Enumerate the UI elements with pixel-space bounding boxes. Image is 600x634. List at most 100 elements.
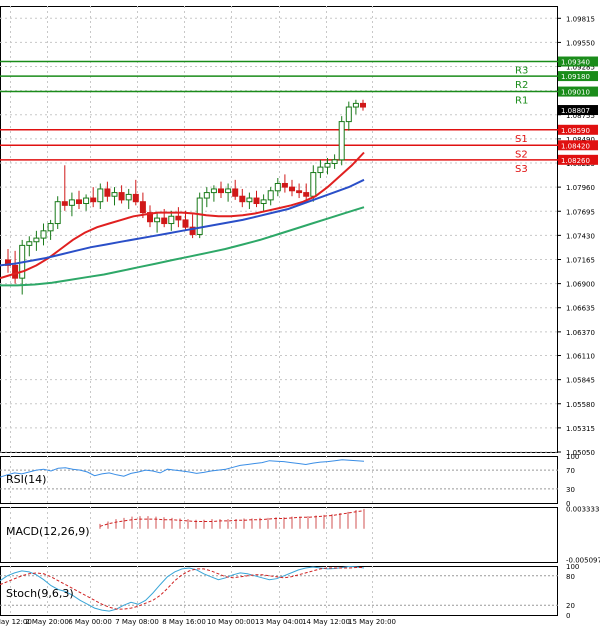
candle-body: [111, 192, 118, 197]
candle-body: [338, 121, 345, 161]
x-tick-label: 7 May 08:00: [115, 618, 159, 626]
support-label-s3: S3: [515, 164, 528, 175]
y-tick-label: 1.06900: [566, 281, 595, 289]
candle: [68, 192, 75, 217]
support-price-label: 1.08260: [561, 157, 590, 165]
candle-body: [26, 241, 33, 246]
candle-body: [360, 102, 366, 108]
candle-body: [253, 197, 260, 205]
resistance-label-r2: R2: [515, 80, 528, 91]
resistance-price-label: 1.09340: [561, 59, 590, 67]
candle-body: [33, 237, 40, 243]
candle: [104, 181, 111, 202]
candle: [267, 187, 274, 206]
y-tick-label: 1.06110: [566, 353, 595, 361]
x-tick-label: 13 May 04:00: [255, 618, 303, 626]
resistance-price-tag: [558, 56, 598, 67]
candle-body: [76, 199, 82, 205]
candle: [260, 194, 267, 211]
candle: [168, 210, 175, 231]
y-tick-label: 1.08755: [566, 112, 595, 120]
resistance-price-tag: [558, 86, 598, 97]
candle: [189, 214, 196, 239]
y-tick-label: 1.09815: [566, 15, 595, 23]
candle: [83, 194, 90, 211]
candle: [352, 99, 359, 115]
x-tick-label: 8 May 16:00: [162, 618, 206, 626]
x-axis: 1 May 12:002 May 20:006 May 00:007 May 0…: [0, 618, 396, 626]
x-tick-label: 14 May 12:00: [302, 618, 350, 626]
y-tick-label: 0: [566, 612, 570, 620]
y-tick-label: 1.07430: [566, 232, 595, 240]
y-tick-label: 1.06635: [566, 305, 595, 313]
candle-body: [68, 199, 75, 206]
candle-body: [246, 197, 253, 203]
candle: [289, 179, 295, 197]
candle-body: [161, 217, 168, 225]
candle: [132, 179, 139, 206]
price-y-axis: 1.098151.095501.092851.090201.087551.084…: [558, 15, 595, 457]
rsi-label: RSI(14): [6, 473, 46, 486]
candle: [281, 174, 288, 193]
x-tick-label: 10 May 00:00: [207, 618, 255, 626]
candle-body: [61, 201, 68, 206]
candle-body: [118, 192, 125, 201]
candle-body: [47, 223, 54, 232]
y-tick-label: 100: [566, 453, 579, 461]
candle: [296, 183, 303, 199]
support-price-label: 1.08420: [561, 142, 590, 150]
candle-body: [218, 188, 224, 194]
y-tick-label: 1.07165: [566, 256, 595, 264]
candle: [331, 154, 338, 169]
support-price-label: 1.08590: [561, 127, 590, 135]
candle: [97, 183, 104, 209]
macd-label: MACD(12,26,9): [6, 525, 90, 538]
support-label-s2: S2: [515, 149, 528, 160]
candle-body: [331, 159, 338, 164]
support-price-tag: [558, 124, 598, 135]
candle-body: [139, 201, 146, 214]
y-tick-label: 0.003333: [566, 506, 599, 514]
candle-body: [281, 182, 288, 188]
candle-body: [54, 201, 61, 225]
support-label-s1: S1: [515, 134, 528, 145]
x-tick-label: 1 May 12:00: [0, 618, 32, 626]
resistance-price-tag: [558, 71, 598, 82]
y-tick-label: 1.05050: [566, 449, 595, 457]
stoch-k-line: [0, 565, 365, 612]
candle: [317, 159, 324, 179]
y-tick-label: 0: [566, 500, 570, 508]
candle-body: [90, 197, 97, 203]
macd-signal-line: [99, 510, 365, 527]
y-tick-label: 1.07960: [566, 184, 595, 192]
stoch-levels: [0, 575, 558, 606]
candle-body: [310, 172, 317, 197]
candle-body: [324, 162, 331, 168]
candle: [324, 158, 331, 175]
candle: [125, 188, 132, 209]
rsi-line: [0, 459, 365, 478]
price-grid: [0, 6, 558, 615]
candle-body: [225, 188, 232, 194]
macd-y-axis: 0.003333 -0.005097: [566, 506, 600, 565]
candle-body: [189, 226, 196, 235]
candle: [196, 192, 203, 239]
candle-body: [196, 197, 203, 235]
y-tick-label: 1.08490: [566, 136, 595, 144]
last-price-label: 1.08807: [561, 107, 590, 115]
candle-body: [154, 217, 161, 223]
candle-body: [147, 212, 153, 223]
candle: [360, 99, 366, 111]
y-tick-label: 20: [566, 602, 575, 610]
candle: [147, 205, 153, 228]
candle: [253, 190, 260, 208]
candle: [210, 185, 217, 202]
candle: [12, 250, 19, 284]
candle: [111, 187, 118, 206]
y-tick-label: -0.005097: [566, 557, 600, 565]
candle-body: [203, 192, 210, 199]
stoch-label: Stoch(9,6,3): [6, 587, 74, 600]
stoch-y-axis: 100 80 20 0: [566, 563, 579, 620]
